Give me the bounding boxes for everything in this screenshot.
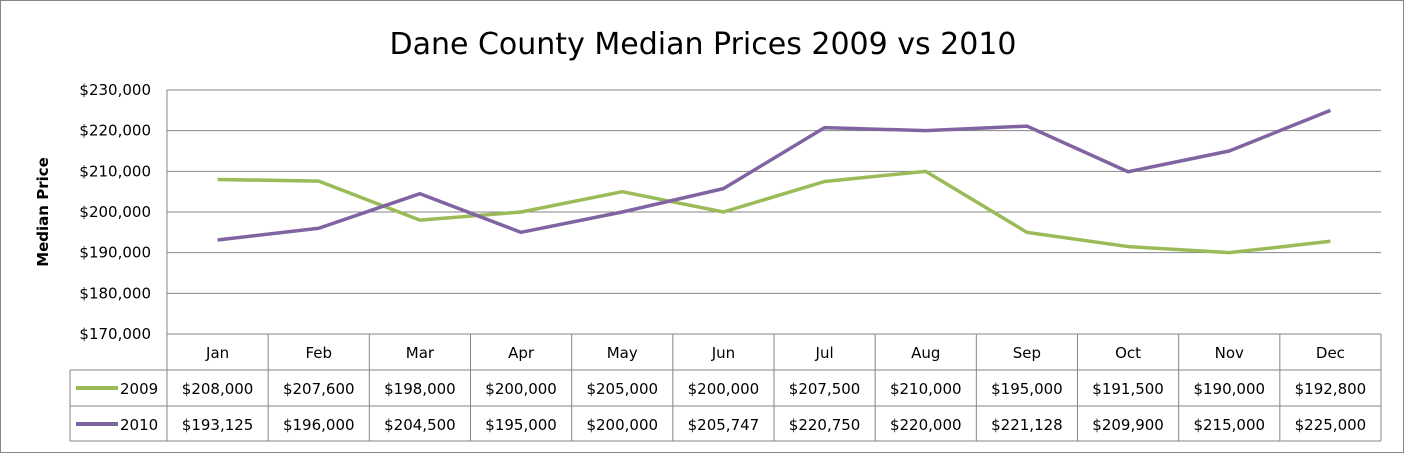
data-label: $221,128 <box>991 416 1063 434</box>
y-tick-label: $220,000 <box>79 122 151 140</box>
data-label: $191,500 <box>1092 380 1164 398</box>
data-label: $208,000 <box>182 380 254 398</box>
data-label: $192,800 <box>1295 380 1367 398</box>
data-label: $209,900 <box>1092 416 1164 434</box>
data-label: $225,000 <box>1295 416 1367 434</box>
data-label: $220,000 <box>890 416 962 434</box>
x-tick-label: Feb <box>305 344 332 362</box>
data-label: $193,125 <box>182 416 254 434</box>
x-tick-label: Aug <box>911 344 940 362</box>
data-label: $215,000 <box>1193 416 1265 434</box>
y-tick-label: $180,000 <box>79 284 151 302</box>
chart-title: Dane County Median Prices 2009 vs 2010 <box>389 27 1016 62</box>
data-label: $190,000 <box>1193 380 1265 398</box>
data-label: $200,000 <box>485 380 557 398</box>
data-label: $220,750 <box>789 416 861 434</box>
data-label: $195,000 <box>991 380 1063 398</box>
x-tick-label: Jun <box>711 344 735 362</box>
data-label: $210,000 <box>890 380 962 398</box>
y-tick-label: $210,000 <box>79 162 151 180</box>
series-line-2009 <box>217 169 1331 255</box>
y-tick-label: $230,000 <box>79 81 151 99</box>
x-tick-label: Apr <box>508 344 535 362</box>
x-tick-label: Jan <box>205 344 229 362</box>
data-label: $207,500 <box>789 380 861 398</box>
data-label: $205,000 <box>586 380 658 398</box>
x-tick-label: Mar <box>406 344 435 362</box>
x-tick-label: Nov <box>1215 344 1244 362</box>
x-tick-label: May <box>607 344 638 362</box>
y-tick-label: $190,000 <box>79 244 151 262</box>
data-label: $195,000 <box>485 416 557 434</box>
data-label: $198,000 <box>384 380 456 398</box>
legend-label-2010: 2010 <box>120 416 158 434</box>
data-label: $196,000 <box>283 416 355 434</box>
data-label: $207,600 <box>283 380 355 398</box>
x-tick-label: Dec <box>1316 344 1345 362</box>
data-label: $205,747 <box>688 416 760 434</box>
data-label: $200,000 <box>586 416 658 434</box>
data-label: $204,500 <box>384 416 456 434</box>
series-line-2010 <box>217 108 1332 242</box>
y-axis-label: Median Price <box>34 157 52 267</box>
x-tick-label: Jul <box>815 344 834 362</box>
x-tick-label: Oct <box>1115 344 1141 362</box>
legend-label-2009: 2009 <box>120 380 158 398</box>
data-label: $200,000 <box>688 380 760 398</box>
x-tick-label: Sep <box>1013 344 1041 362</box>
y-tick-label: $200,000 <box>79 203 151 221</box>
y-tick-label: $170,000 <box>79 325 151 343</box>
